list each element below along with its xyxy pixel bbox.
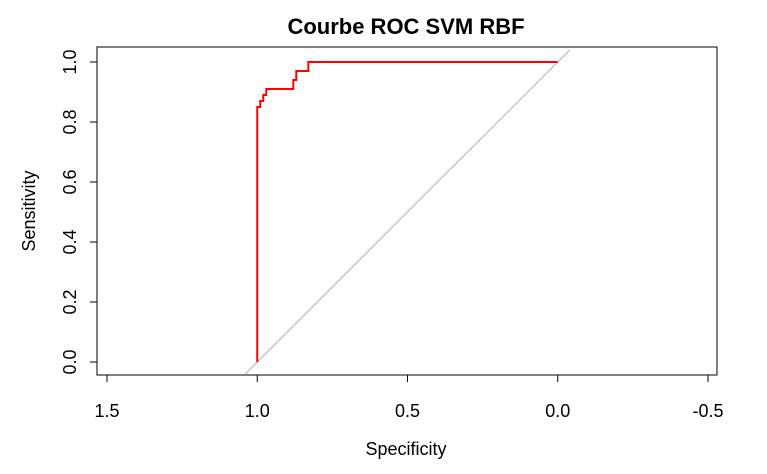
y-tick-label: 0.4: [60, 229, 80, 254]
x-axis-label: Specificity: [365, 439, 446, 459]
roc-curve-line: [256, 61, 558, 362]
y-axis: 0.0 0.2 0.4 0.6 0.8 1.0: [60, 49, 98, 375]
curve-layer: [256, 61, 558, 362]
diagonal-layer: [244, 49, 571, 375]
y-tick-label: 1.0: [60, 49, 80, 74]
x-axis: 1.5 1.0 0.5 0.0 -0.5: [94, 374, 724, 421]
y-axis-label: Sensitivity: [19, 170, 39, 251]
chart-title: Courbe ROC SVM RBF: [287, 14, 524, 39]
x-tick-label: -0.5: [692, 401, 723, 421]
y-tick-label: 0.8: [60, 109, 80, 134]
y-tick-label: 0.6: [60, 169, 80, 194]
x-tick-label: 0.0: [545, 401, 570, 421]
x-tick-label: 1.5: [94, 401, 119, 421]
x-tick-label: 1.0: [245, 401, 270, 421]
y-tick-label: 0.0: [60, 349, 80, 374]
x-tick-label: 0.5: [395, 401, 420, 421]
plot-area-border: [96, 46, 718, 376]
y-tick-label: 0.2: [60, 289, 80, 314]
diagonal-reference-line: [244, 49, 571, 375]
